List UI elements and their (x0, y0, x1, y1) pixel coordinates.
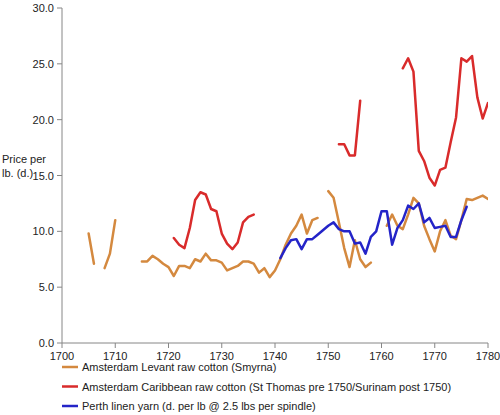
x-tick (115, 343, 116, 348)
y-tick-label: 10.0 (33, 225, 54, 237)
y-tick-label: 15.0 (33, 170, 54, 182)
x-tick-label: 1770 (423, 350, 447, 362)
legend-label: Perth linen yarn (d. per lb @ 2.5 lbs pe… (82, 400, 316, 412)
y-tick (57, 63, 62, 64)
x-tick (168, 343, 169, 348)
y-tick-label: 30.0 (33, 2, 54, 14)
legend-swatch (62, 385, 78, 388)
plot-area (89, 56, 488, 277)
x-tick-label: 1700 (50, 350, 74, 362)
y-tick (57, 231, 62, 232)
y-tick-label: 20.0 (33, 114, 54, 126)
x-tick (328, 343, 329, 348)
y-tick-label: 0.0 (39, 337, 54, 349)
y-tick (57, 119, 62, 120)
x-tick-label: 1780 (476, 350, 500, 362)
legend-swatch (62, 405, 78, 408)
x-tick (221, 343, 222, 348)
x-tick-label: 1750 (316, 350, 340, 362)
series-line (280, 203, 466, 258)
series-line (174, 56, 488, 249)
legend-label: Amsterdam Caribbean raw cotton (St Thoma… (82, 381, 451, 393)
y-tick (57, 287, 62, 288)
chart: 0.05.010.015.020.025.030.017001710172017… (0, 0, 500, 415)
y-tick (57, 343, 62, 344)
y-tick (57, 175, 62, 176)
x-tick (275, 343, 276, 348)
x-tick (62, 343, 63, 348)
legend-label: Amsterdam Levant raw cotton (Smyrna) (82, 361, 276, 373)
y-tick (57, 8, 62, 9)
y-axis-label: Price perlb. (d.) (2, 153, 46, 179)
x-tick (488, 343, 489, 348)
series-line (89, 191, 488, 277)
y-tick-label: 5.0 (39, 281, 54, 293)
y-tick-label: 25.0 (33, 58, 54, 70)
legend-swatch (62, 366, 78, 369)
x-tick (381, 343, 382, 348)
x-tick-label: 1760 (369, 350, 393, 362)
x-tick (434, 343, 435, 348)
